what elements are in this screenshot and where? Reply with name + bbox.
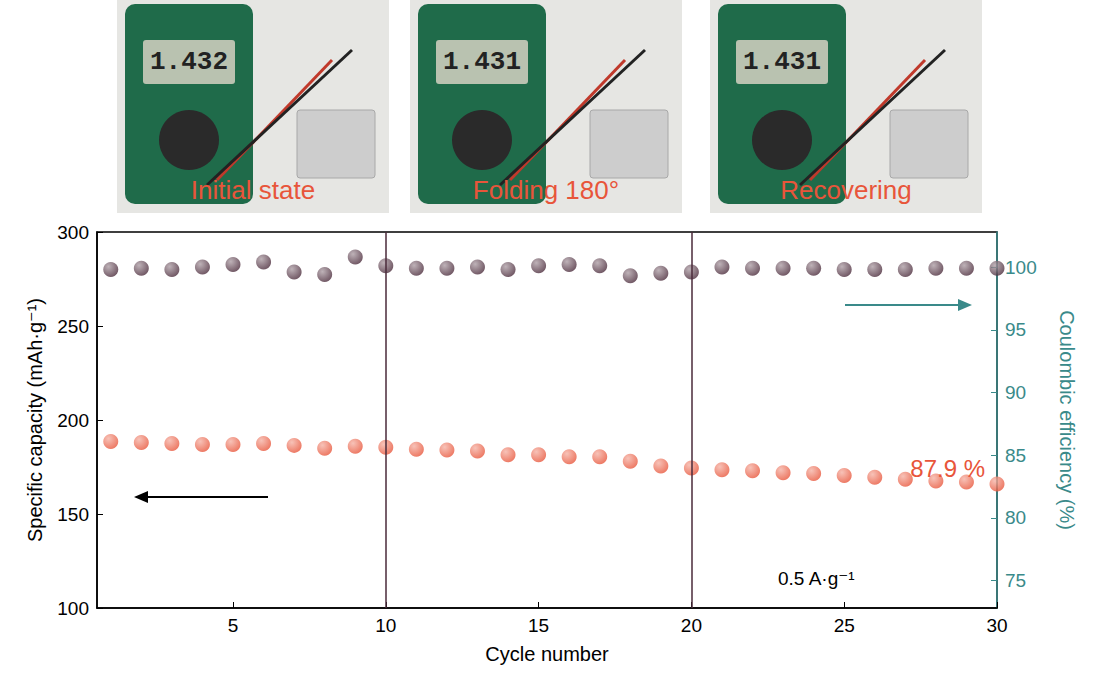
svg-text:100: 100 bbox=[57, 598, 89, 619]
svg-text:80: 80 bbox=[1005, 507, 1026, 528]
svg-text:25: 25 bbox=[834, 615, 855, 636]
svg-text:250: 250 bbox=[57, 316, 89, 337]
svg-text:10: 10 bbox=[375, 615, 396, 636]
svg-text:0.5 A·g⁻¹: 0.5 A·g⁻¹ bbox=[778, 568, 855, 589]
svg-text:150: 150 bbox=[57, 504, 89, 525]
svg-text:1.431: 1.431 bbox=[443, 47, 521, 77]
svg-text:Recovering: Recovering bbox=[780, 175, 912, 205]
svg-text:Folding 180°: Folding 180° bbox=[473, 175, 619, 205]
svg-text:15: 15 bbox=[528, 615, 549, 636]
svg-text:5: 5 bbox=[228, 615, 239, 636]
svg-text:85: 85 bbox=[1005, 445, 1026, 466]
svg-text:1.431: 1.431 bbox=[743, 47, 821, 77]
svg-text:100: 100 bbox=[1005, 257, 1037, 278]
svg-text:Coulombic efficiency (%): Coulombic efficiency (%) bbox=[1056, 310, 1078, 530]
svg-text:90: 90 bbox=[1005, 382, 1026, 403]
svg-text:75: 75 bbox=[1005, 570, 1026, 591]
svg-text:200: 200 bbox=[57, 410, 89, 431]
svg-text:1.432: 1.432 bbox=[150, 47, 228, 77]
svg-text:30: 30 bbox=[986, 615, 1007, 636]
svg-text:20: 20 bbox=[681, 615, 702, 636]
svg-text:95: 95 bbox=[1005, 319, 1026, 340]
svg-text:300: 300 bbox=[57, 222, 89, 243]
svg-text:87.9 %: 87.9 % bbox=[910, 455, 985, 482]
svg-text:Initial state: Initial state bbox=[191, 175, 315, 205]
svg-text:Cycle number: Cycle number bbox=[485, 643, 609, 665]
svg-text:Specific capacity (mAh·g⁻¹): Specific capacity (mAh·g⁻¹) bbox=[24, 298, 46, 542]
